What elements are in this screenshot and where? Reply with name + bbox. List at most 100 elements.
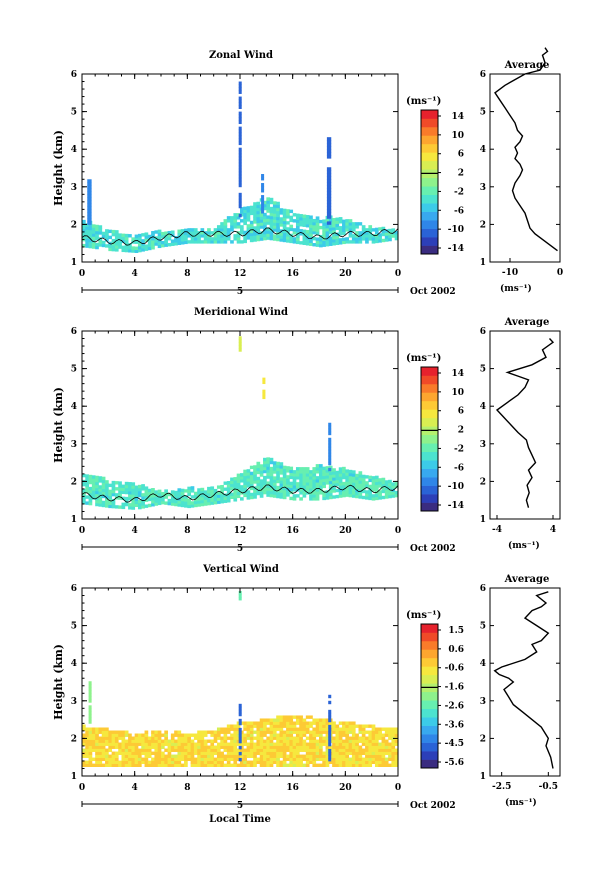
heatmap-cell — [282, 229, 287, 234]
heatmap-cell — [345, 748, 350, 752]
heatmap-cell — [213, 739, 218, 743]
heatmap-cell — [378, 484, 382, 488]
heatmap-cell — [358, 486, 363, 490]
heatmap-cell — [144, 751, 149, 755]
x-tick-label: 12 — [234, 783, 247, 793]
heatmap-cell — [141, 739, 145, 743]
heatmap-cell — [322, 472, 326, 477]
heatmap-cell — [147, 246, 152, 251]
heatmap-cell — [292, 763, 297, 767]
heatmap-cell — [315, 763, 320, 767]
heatmap-feature-cell — [262, 395, 266, 400]
x-axis-label: Local Time — [209, 814, 271, 825]
heatmap-cell — [325, 218, 330, 223]
heatmap-cell — [368, 733, 373, 737]
heatmap-cell — [302, 467, 307, 471]
heatmap-cell — [272, 745, 277, 749]
heatmap-cell — [151, 246, 155, 250]
contour-line — [81, 484, 399, 503]
heatmap-cell — [233, 483, 238, 487]
heatmap-cell — [299, 470, 303, 474]
heatmap-cell — [282, 715, 287, 719]
heatmap-cell — [144, 754, 149, 758]
heatmap-cell — [378, 481, 382, 485]
heatmap-cell — [137, 751, 142, 755]
heatmap-cell — [131, 500, 136, 504]
heatmap-cell — [226, 736, 231, 740]
heatmap-cell — [85, 736, 89, 740]
heatmap-cell — [374, 487, 379, 492]
heatmap-cell — [371, 757, 376, 761]
heatmap-feature-cell — [326, 149, 332, 153]
heatmap-cell — [361, 231, 366, 235]
heatmap-cell — [134, 751, 139, 755]
heatmap-cell — [105, 730, 109, 734]
heatmap-cell — [157, 501, 162, 506]
heatmap-cell — [249, 465, 254, 470]
heatmap-cell — [101, 488, 106, 493]
heatmap-feature-cell — [238, 751, 242, 756]
heatmap-cell — [259, 727, 264, 731]
heatmap-cell — [105, 498, 109, 502]
heatmap-feature-cell — [328, 449, 332, 454]
heatmap-cell — [187, 234, 192, 238]
heatmap-cell — [95, 487, 99, 492]
heatmap-cell — [197, 751, 201, 755]
heatmap-cell — [184, 489, 188, 493]
heatmap-cell — [302, 721, 307, 725]
heatmap-cell — [236, 222, 241, 226]
heatmap-cell — [101, 736, 106, 740]
heatmap-cell — [368, 496, 373, 501]
heatmap-cell — [121, 739, 126, 743]
heatmap-cell — [335, 473, 340, 478]
heatmap-feature-cell — [238, 129, 242, 134]
heatmap-cell — [253, 477, 257, 481]
heatmap-cell — [216, 751, 221, 755]
heatmap-cell — [246, 215, 251, 219]
heatmap-cell — [161, 500, 165, 505]
heatmap-cell — [134, 754, 139, 758]
heatmap-cell — [272, 210, 277, 214]
heatmap-cell — [240, 751, 244, 755]
heatmap-cell — [338, 220, 343, 224]
heatmap-cell — [302, 479, 307, 483]
heatmap-cell — [391, 491, 396, 495]
heatmap-cell — [164, 240, 168, 244]
heatmap-cell — [332, 763, 336, 767]
heatmap-cell — [325, 724, 330, 728]
heatmap-cell — [226, 730, 231, 734]
heatmap-cell — [91, 733, 96, 737]
heatmap-cell — [282, 214, 287, 219]
heatmap-cell — [328, 495, 333, 500]
x-tick-label: 4 — [132, 526, 138, 536]
heatmap-cell — [305, 485, 310, 489]
heatmap-cell — [299, 742, 303, 746]
heatmap-cell — [177, 751, 182, 755]
heatmap-cell — [358, 231, 363, 235]
heatmap-cell — [223, 736, 228, 740]
heatmap-cell — [220, 730, 224, 734]
heatmap-cell — [114, 730, 119, 734]
heatmap-cell — [190, 231, 195, 235]
heatmap-cell — [338, 482, 343, 486]
heatmap-feature-cell — [328, 452, 332, 457]
heatmap-cell — [236, 748, 241, 752]
heatmap-cell — [114, 481, 119, 485]
heatmap-cell — [249, 235, 254, 240]
heatmap-cell — [338, 491, 343, 495]
heatmap-cell — [365, 493, 369, 497]
y-axis-label: Height (km) — [52, 387, 65, 463]
heatmap-cell — [157, 730, 162, 734]
heatmap-cell — [358, 492, 363, 496]
heatmap-cell — [358, 727, 363, 731]
heatmap-cell — [361, 757, 366, 761]
heatmap-cell — [124, 499, 129, 504]
heatmap-feature-cell — [328, 422, 332, 427]
heatmap-cell — [91, 763, 96, 767]
heatmap-cell — [272, 748, 277, 752]
heatmap-cell — [374, 736, 379, 740]
heatmap-cell — [161, 763, 165, 767]
heatmap-cell — [276, 751, 280, 755]
heatmap-cell — [351, 473, 356, 477]
heatmap-cell — [240, 240, 244, 244]
